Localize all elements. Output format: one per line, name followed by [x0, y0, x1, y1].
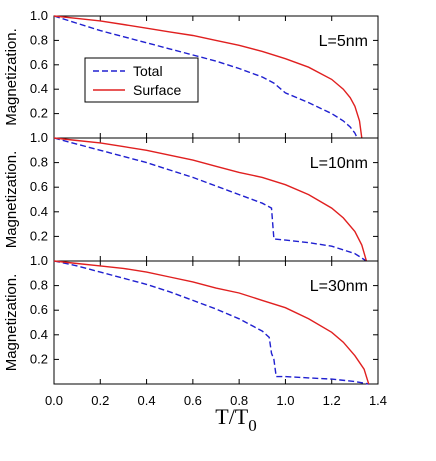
legend-box — [84, 57, 199, 103]
xtick-label: 0.2 — [91, 393, 109, 408]
xtick-label: 1.2 — [323, 393, 341, 408]
panel-1-ytick-label: 0.6 — [30, 57, 48, 72]
panel-2-ylabel: Magnetization. — [3, 151, 20, 249]
panel-1-ytick-label: 0.4 — [30, 81, 48, 96]
panel-2-ytick-label: 0.2 — [30, 228, 48, 243]
panel-3-frame — [53, 260, 379, 385]
xtick-label: 0.6 — [184, 393, 202, 408]
panel-1-ytick-label: 0.8 — [30, 32, 48, 47]
panel-3-ytick-label: 1.0 — [30, 253, 48, 268]
panel-2-ytick-label: 0.4 — [30, 204, 48, 219]
xtick-label: 0.4 — [138, 393, 156, 408]
panel-2-series-surface-line — [53, 137, 368, 262]
panel-2-label: L=10nm — [310, 155, 368, 172]
panel-3-ytick-label: 0.6 — [30, 302, 48, 317]
panel-1-ytick-label: 0.2 — [30, 106, 48, 121]
xtick-label: 1.4 — [369, 393, 387, 408]
panel-1-ylabel: Magnetization. — [3, 28, 20, 126]
panel-3-ytick-label: 0.2 — [30, 351, 48, 366]
panel-3-ytick-label: 0.4 — [30, 327, 48, 342]
panel-1-series-surface-line — [53, 15, 363, 139]
xlabel: T/T0 — [215, 404, 257, 435]
panel-3-ylabel: Magnetization. — [3, 274, 20, 372]
panel-3-series-total-line — [53, 260, 369, 385]
panel-3-series-surface-line — [53, 260, 370, 385]
xtick-label: 1.0 — [276, 393, 294, 408]
panel-1-series-total-line — [53, 15, 358, 139]
legend-entry-surface: Surface — [133, 82, 181, 98]
panel-2-ytick-label: 0.6 — [30, 179, 48, 194]
xtick-label: 0.0 — [45, 393, 63, 408]
panel-2-ytick-label: 1.0 — [30, 130, 48, 145]
panel-3-label: L=30nm — [310, 278, 368, 295]
panel-1-ytick-label: 1.0 — [30, 8, 48, 23]
xtick-label: 0.8 — [230, 393, 248, 408]
panel-2-ytick-label: 0.8 — [30, 155, 48, 170]
panel-2-series-total-line — [53, 137, 367, 262]
panel-1-label: L=5nm — [319, 33, 368, 50]
panel-3-ytick-label: 0.8 — [30, 278, 48, 293]
legend-entry-total: Total — [133, 63, 163, 79]
